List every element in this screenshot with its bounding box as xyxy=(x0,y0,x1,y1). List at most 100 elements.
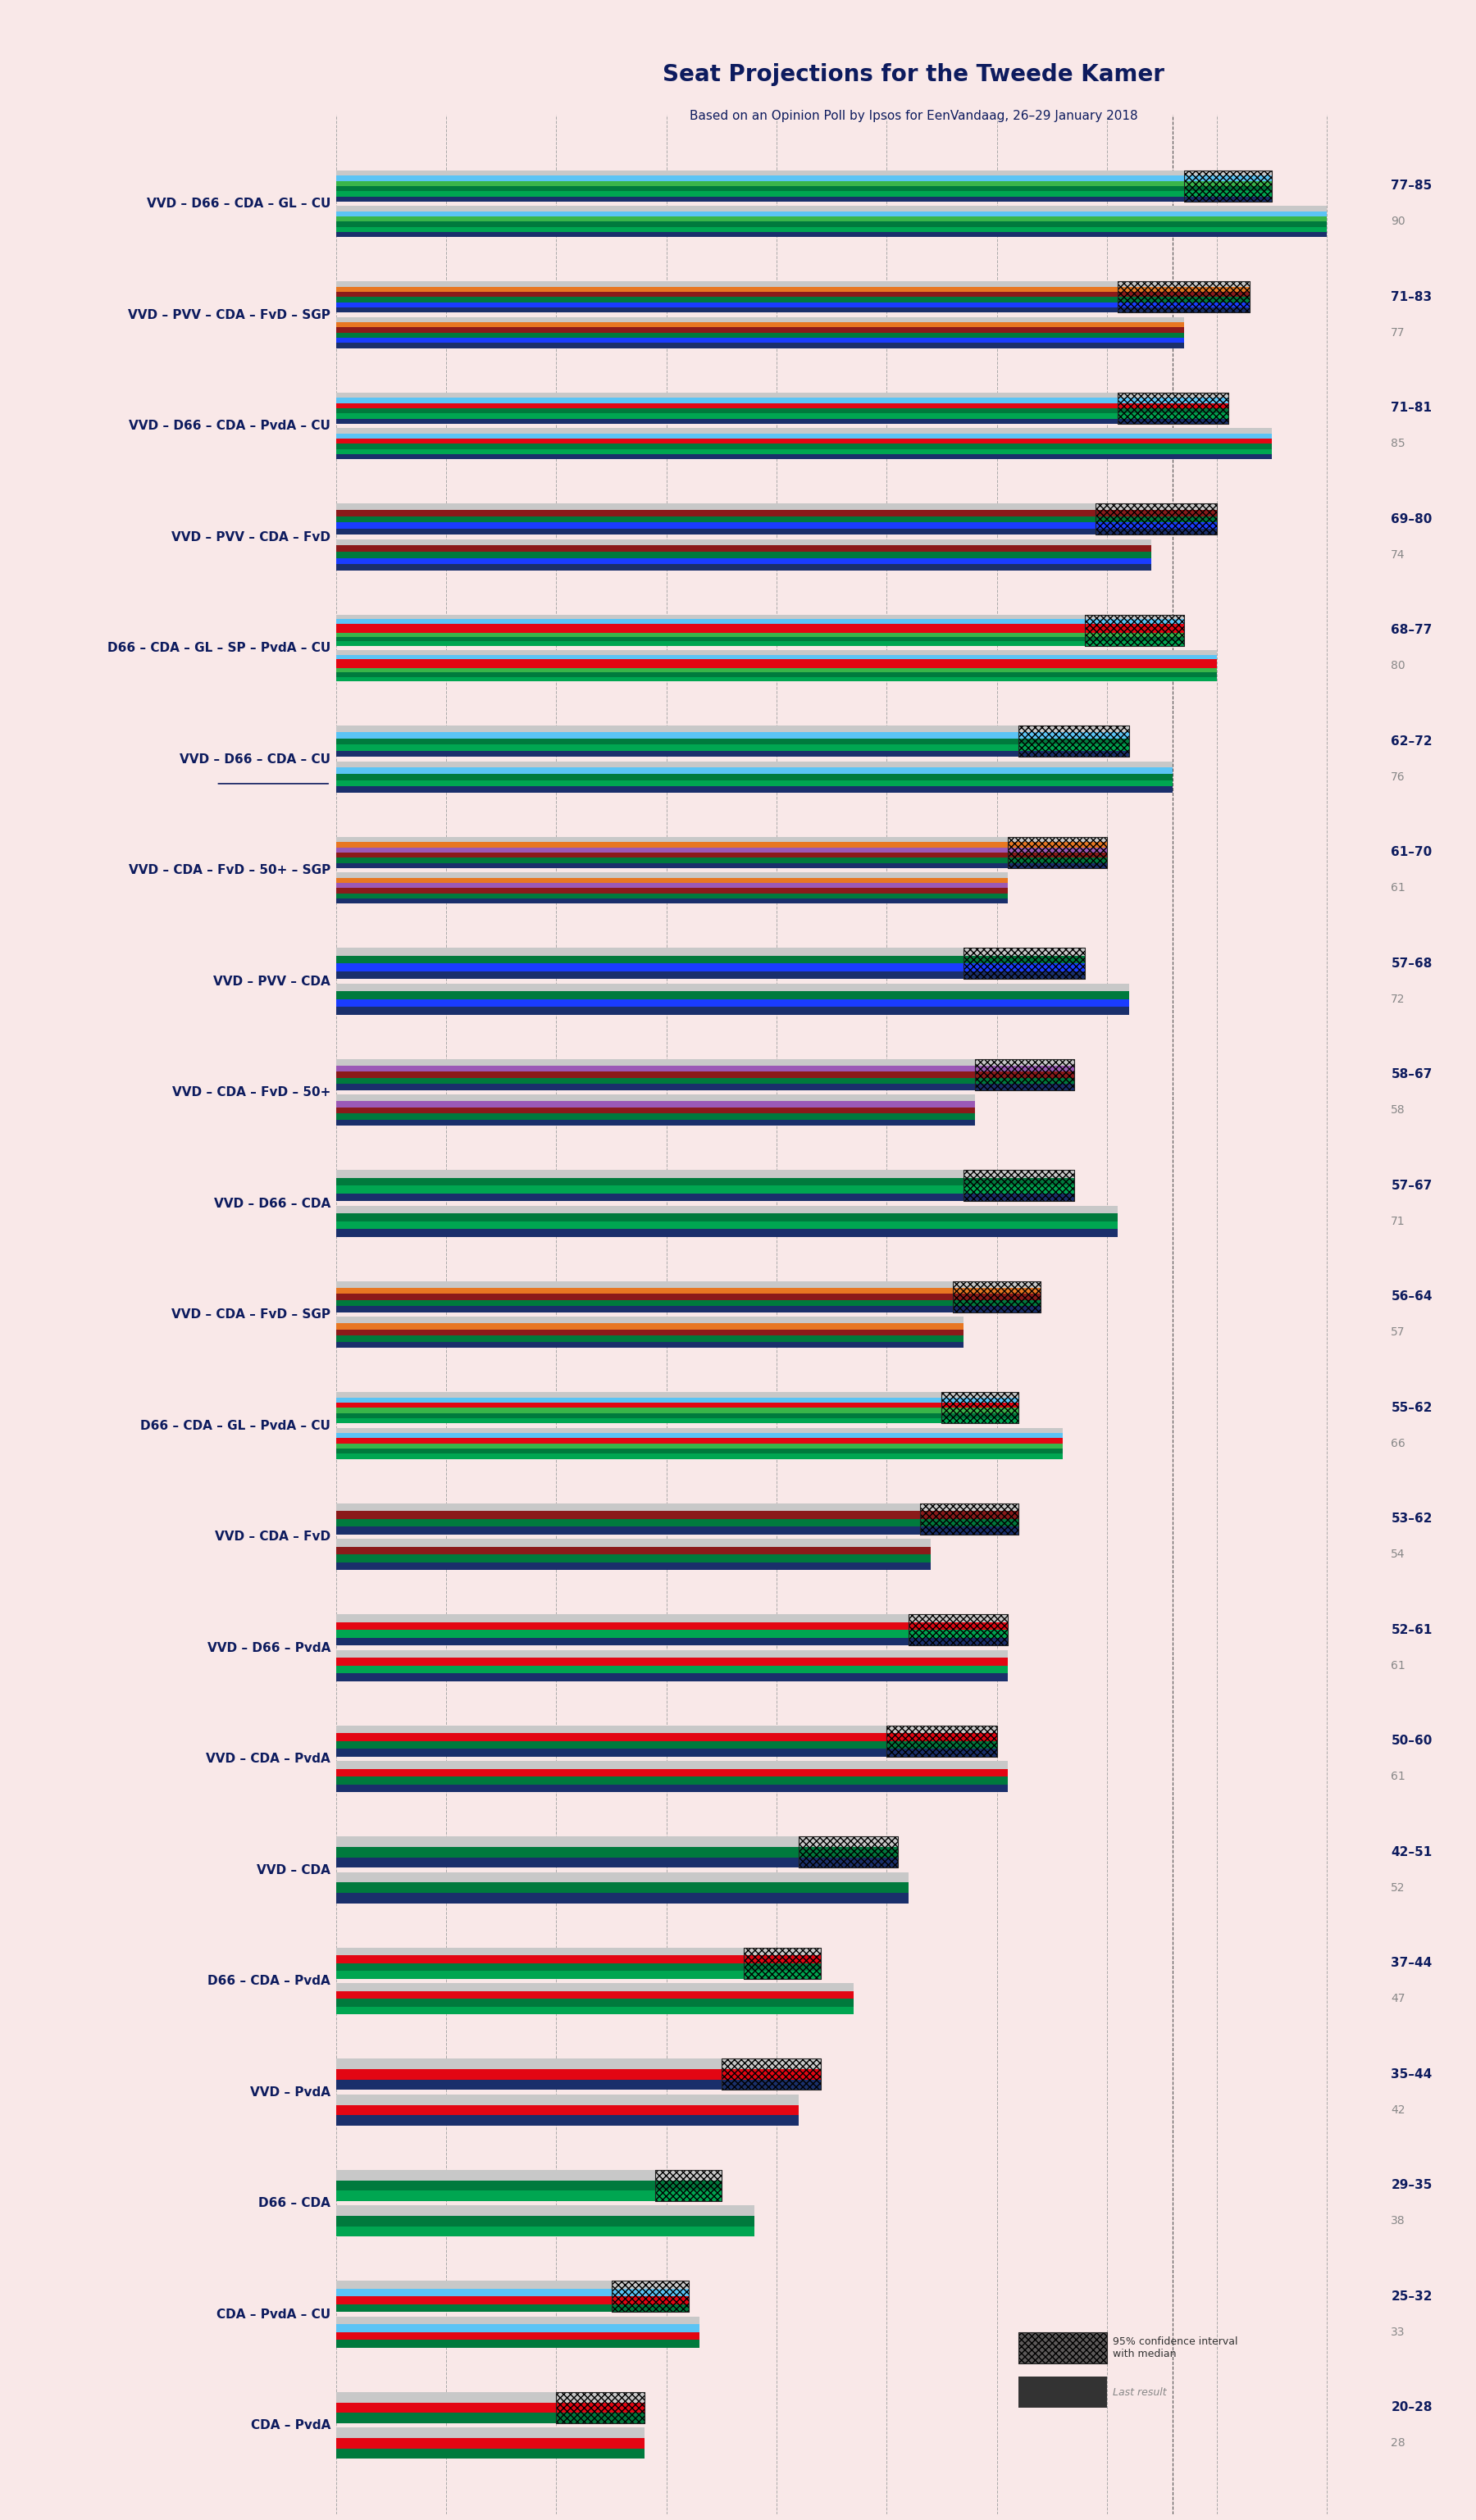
Bar xyxy=(1085,615,1184,620)
Bar xyxy=(337,1293,1041,1300)
Bar xyxy=(1117,398,1228,403)
Bar xyxy=(337,1106,974,1114)
Bar xyxy=(337,504,1218,509)
Bar xyxy=(337,2437,645,2449)
Bar xyxy=(337,1328,964,1336)
Text: 68–77: 68–77 xyxy=(1390,625,1432,638)
Bar xyxy=(337,1638,1008,1646)
Bar xyxy=(942,1404,1018,1409)
Bar xyxy=(337,292,1250,297)
Bar xyxy=(1184,171,1272,202)
Bar xyxy=(337,633,1184,638)
Text: 37–44: 37–44 xyxy=(1390,1958,1432,1971)
Bar xyxy=(337,318,1184,323)
Bar xyxy=(337,408,1228,413)
Bar xyxy=(799,1857,897,1867)
Bar xyxy=(974,1058,1075,1091)
Bar xyxy=(1008,842,1107,847)
Bar xyxy=(964,1194,1075,1202)
Bar xyxy=(337,1187,1075,1194)
Bar xyxy=(337,2114,799,2124)
Bar xyxy=(964,948,1085,980)
Bar xyxy=(337,197,1272,202)
Bar xyxy=(1018,743,1129,751)
Bar xyxy=(337,552,1151,557)
Bar xyxy=(337,1066,1075,1071)
Bar xyxy=(337,1520,1018,1527)
Text: VVD – D66 – CDA – CU: VVD – D66 – CDA – CU xyxy=(180,753,331,766)
Bar xyxy=(337,212,1327,217)
Bar xyxy=(1018,2331,1107,2364)
Text: VVD – D66 – CDA – PvdA – CU: VVD – D66 – CDA – PvdA – CU xyxy=(128,421,331,431)
Bar xyxy=(1117,418,1228,423)
Bar xyxy=(337,1769,1008,1777)
Bar xyxy=(1095,529,1218,534)
Bar xyxy=(337,1414,1018,1419)
Bar xyxy=(337,2303,688,2313)
Bar xyxy=(337,1857,897,1867)
Bar xyxy=(920,1512,1018,1520)
Bar xyxy=(337,1439,1063,1444)
Bar xyxy=(337,1323,964,1328)
Bar xyxy=(337,650,1218,655)
Bar xyxy=(337,2316,700,2323)
Bar xyxy=(337,282,1250,287)
Bar xyxy=(655,2170,722,2180)
Bar xyxy=(337,522,1218,529)
Bar xyxy=(1095,504,1218,534)
Bar xyxy=(337,970,1085,980)
Bar xyxy=(337,733,1129,738)
Bar xyxy=(337,1761,1008,1769)
Bar xyxy=(887,1749,996,1756)
Bar xyxy=(556,2391,645,2424)
Text: 77: 77 xyxy=(1390,328,1405,338)
Text: VVD – CDA – FvD – 50+ – SGP: VVD – CDA – FvD – 50+ – SGP xyxy=(128,864,331,877)
Bar xyxy=(744,1948,821,1978)
Bar xyxy=(337,1300,1041,1305)
Bar xyxy=(337,1288,1041,1293)
Bar xyxy=(337,539,1151,544)
Bar xyxy=(337,751,1129,756)
Bar xyxy=(744,1948,821,1978)
Bar xyxy=(920,1504,1018,1512)
Bar xyxy=(337,892,1008,900)
Bar xyxy=(337,2323,700,2331)
Bar xyxy=(887,1726,996,1734)
Text: 35–44: 35–44 xyxy=(1390,2069,1432,2082)
Bar xyxy=(942,1414,1018,1419)
Bar xyxy=(337,2079,821,2089)
Bar xyxy=(337,393,1228,398)
Bar xyxy=(1117,302,1250,307)
Text: 52–61: 52–61 xyxy=(1390,1623,1432,1635)
Bar xyxy=(1184,186,1272,192)
Bar xyxy=(964,970,1085,980)
Bar xyxy=(337,678,1218,680)
Bar xyxy=(337,1394,1018,1399)
Bar xyxy=(337,2190,722,2200)
Bar xyxy=(1095,517,1218,522)
Bar xyxy=(337,1230,1117,1237)
Bar xyxy=(337,2281,688,2288)
Text: 95% confidence interval
with median: 95% confidence interval with median xyxy=(1113,2336,1237,2359)
Bar xyxy=(337,1434,1063,1439)
Text: 52: 52 xyxy=(1390,1882,1405,1893)
Bar xyxy=(337,1882,909,1893)
Bar xyxy=(1018,726,1129,733)
Bar xyxy=(337,438,1272,444)
Bar xyxy=(1184,192,1272,197)
Bar xyxy=(337,1084,1075,1091)
Bar xyxy=(964,1187,1075,1194)
Bar xyxy=(337,1222,1117,1230)
Text: 61: 61 xyxy=(1390,1661,1405,1671)
Bar xyxy=(556,2402,645,2412)
Bar xyxy=(337,217,1327,222)
Text: 71–81: 71–81 xyxy=(1390,403,1432,413)
Bar xyxy=(337,900,1008,905)
Text: 80: 80 xyxy=(1390,660,1405,673)
Text: VVD – CDA – PvdA: VVD – CDA – PvdA xyxy=(207,1754,331,1764)
Bar xyxy=(337,2449,645,2460)
Bar xyxy=(337,333,1184,338)
Text: 25–32: 25–32 xyxy=(1390,2291,1432,2303)
Bar xyxy=(337,655,1218,660)
Bar xyxy=(337,557,1151,564)
